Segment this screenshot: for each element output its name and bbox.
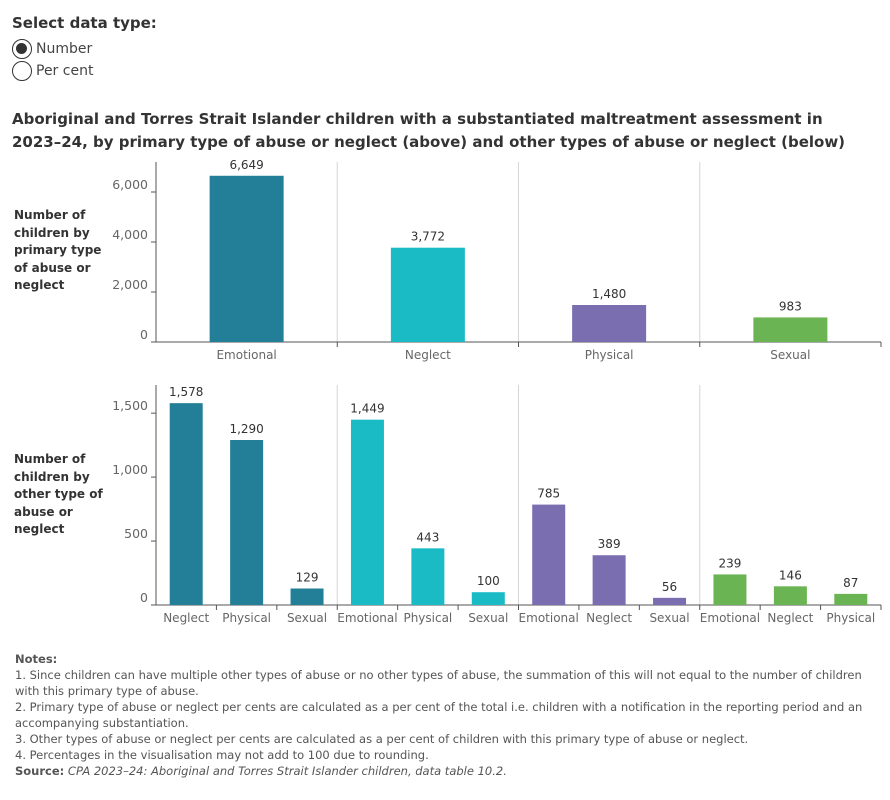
bottom-bar-value-label: 56	[662, 580, 677, 594]
notes-title: Notes:	[15, 652, 58, 666]
bottom-x-tick-label: Neglect	[163, 611, 209, 625]
radio-per-cent-label: Per cent	[36, 63, 94, 79]
note-3: 3. Other types of abuse or neglect per c…	[15, 732, 749, 746]
bottom-bar-value-label: 146	[779, 568, 802, 582]
note-2: 2. Primary type of abuse or neglect per …	[15, 700, 863, 730]
radio-unchecked-icon[interactable]	[12, 61, 32, 81]
bottom-x-tick-label: Physical	[222, 611, 271, 625]
bottom-x-tick-label: Physical	[826, 611, 875, 625]
bottom-x-tick-label: Neglect	[586, 611, 632, 625]
bottom-bar-sexual-neglect	[773, 586, 807, 605]
top-y-tick-label: 0	[140, 327, 148, 342]
top-x-tick-label: Sexual	[770, 348, 810, 362]
top-y-tick-label: 2,000	[112, 277, 148, 292]
notes: Notes: 1. Since children can have multip…	[15, 651, 875, 779]
bottom-x-tick-label: Emotional	[337, 611, 397, 625]
bottom-bar-neglect-sexual	[471, 592, 505, 605]
source: Source: CPA 2023–24: Aboriginal and Torr…	[15, 763, 875, 779]
bottom-bar-value-label: 87	[843, 576, 858, 590]
top-bar-sexual	[753, 317, 828, 342]
top-bar-neglect	[390, 247, 465, 342]
bottom-bar-physical-neglect	[592, 555, 626, 605]
bottom-bar-sexual-physical	[834, 593, 868, 605]
bottom-y-tick-label: 1,000	[112, 462, 148, 477]
note-4: 4. Percentages in the visualisation may …	[15, 748, 429, 762]
radio-number-label: Number	[36, 41, 93, 57]
bottom-x-tick-label: Emotional	[519, 611, 579, 625]
bottom-x-tick-label: Emotional	[700, 611, 760, 625]
source-label: Source:	[15, 764, 65, 778]
bottom-y-tick-label: 0	[140, 590, 148, 605]
bottom-bar-value-label: 100	[477, 574, 500, 588]
bottom-bar-emotional-physical	[230, 440, 264, 605]
bottom-x-tick-label: Neglect	[767, 611, 813, 625]
selector-title: Select data type:	[12, 14, 157, 32]
bottom-bar-emotional-neglect	[169, 403, 203, 605]
radio-checked-icon[interactable]	[12, 39, 32, 59]
bottom-bar-neglect-physical	[411, 548, 445, 605]
top-bar-value-label: 3,772	[411, 230, 445, 244]
bottom-bar-value-label: 443	[416, 530, 439, 544]
bottom-bar-sexual-emotional	[713, 574, 747, 605]
source-text: CPA 2023–24: Aboriginal and Torres Strai…	[67, 764, 507, 778]
radio-number[interactable]: Number	[12, 38, 157, 60]
bottom-bar-emotional-sexual	[290, 588, 324, 605]
top-x-tick-label: Physical	[585, 348, 634, 362]
chart-canvas: 0 2,000 4,000 6,000 6,649 Emotional 3,772 Negle…	[112, 158, 882, 625]
top-bar-value-label: 983	[779, 299, 802, 313]
bottom-y-tick-label: 500	[124, 526, 148, 541]
bottom-bar-value-label: 239	[719, 556, 742, 570]
bottom-y-tick-label: 1,500	[112, 398, 148, 413]
bottom-x-tick-label: Sexual	[287, 611, 327, 625]
data-type-selector: Select data type: Number Per cent	[12, 14, 157, 82]
bottom-bar-physical-sexual	[653, 597, 687, 605]
bottom-bar-value-label: 785	[537, 487, 560, 501]
top-x-tick-label: Neglect	[405, 348, 451, 362]
bottom-bar-physical-emotional	[532, 504, 566, 605]
top-bar-emotional	[209, 175, 284, 342]
bottom-y-axis-label: Number of children by other type of abus…	[14, 452, 103, 536]
top-bar-value-label: 6,649	[229, 158, 263, 172]
top-y-axis-label: Number of children by primary type of ab…	[14, 208, 102, 292]
bottom-bar-value-label: 129	[296, 571, 319, 585]
bottom-bar-value-label: 1,449	[350, 402, 384, 416]
bottom-bar-value-label: 389	[598, 537, 621, 551]
bottom-x-tick-label: Sexual	[468, 611, 508, 625]
bottom-bar-value-label: 1,578	[169, 385, 203, 399]
top-y-tick-label: 4,000	[112, 227, 148, 242]
chart-title: Aboriginal and Torres Strait Islander ch…	[12, 110, 846, 151]
bottom-bar-value-label: 1,290	[229, 422, 263, 436]
top-y-tick-label: 6,000	[112, 177, 148, 192]
top-bar-physical	[572, 305, 647, 342]
top-bar-value-label: 1,480	[592, 287, 626, 301]
bottom-bar-neglect-emotional	[350, 419, 384, 605]
radio-per-cent[interactable]: Per cent	[12, 60, 157, 82]
top-x-tick-label: Emotional	[216, 348, 276, 362]
bottom-x-tick-label: Sexual	[649, 611, 689, 625]
bottom-x-tick-label: Physical	[403, 611, 452, 625]
note-1: 1. Since children can have multiple othe…	[15, 668, 862, 698]
